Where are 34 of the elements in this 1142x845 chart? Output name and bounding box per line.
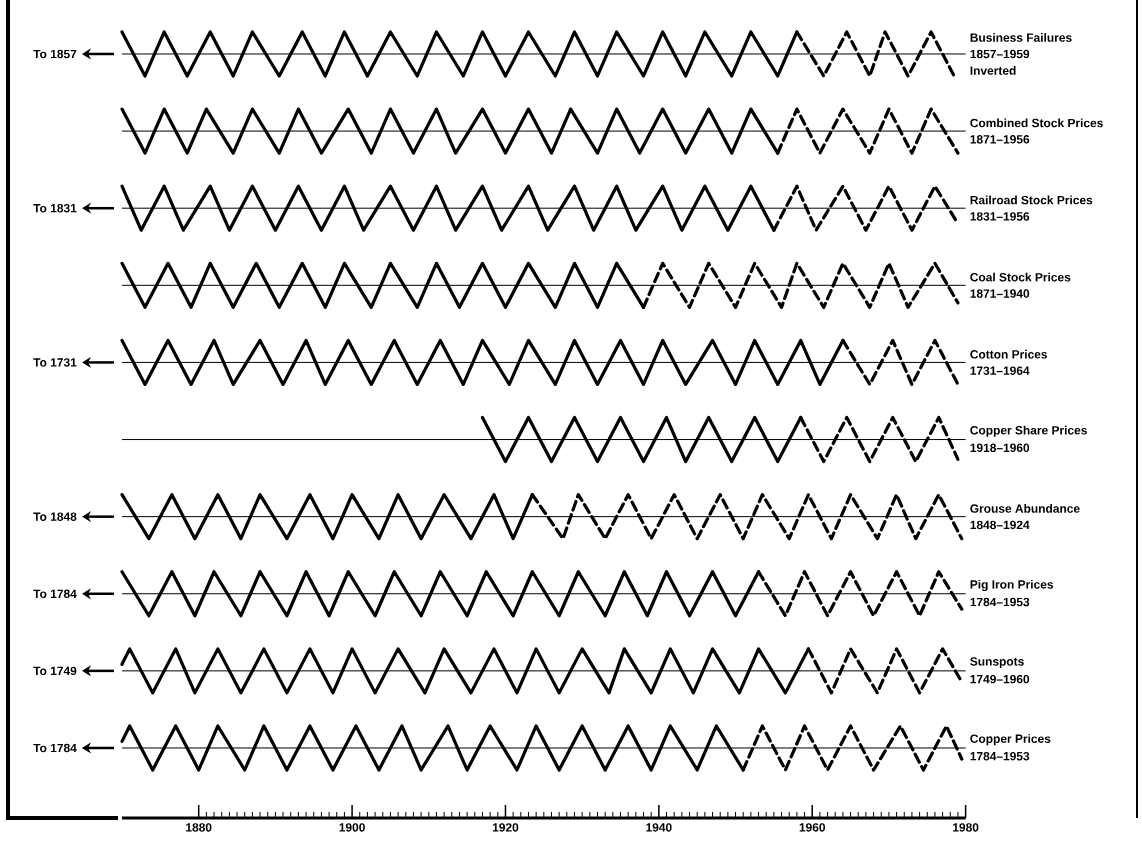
text: Copper Prices [970,734,1051,746]
y-axis-title: To 1784 [33,589,77,598]
text: 1871–1940 [970,289,1030,298]
text: 1831–1956 [970,212,1030,221]
text: 1784–1953 [970,752,1030,761]
y-axis-title: To 1848 [33,512,77,521]
x-tick-label: 1940 [646,823,672,832]
y-axis-title: To 1857 [33,49,77,59]
text: 1848–1924 [970,520,1030,530]
text: 1784–1953 [970,597,1030,607]
y-axis-title: To 1831 [33,203,77,213]
text: Railroad Stock Prices [970,195,1093,205]
text: 1918–1960 [970,443,1030,453]
text: Sunspots [970,657,1024,669]
x-tick-label: 1900 [339,823,365,832]
text: Inverted [970,66,1016,75]
y-axis-title: To 1784 [33,743,77,753]
text: 1871–1956 [970,135,1030,144]
text: Copper Share Prices [970,425,1087,437]
x-tick-label: 1960 [799,823,826,832]
x-tick-label: 1980 [953,823,979,832]
text: Combined Stock Prices [970,118,1103,128]
x-tick-label: 1920 [492,823,519,832]
text: Pig Iron Prices [970,579,1054,592]
x-tick-label: 1880 [186,823,212,832]
text: Grouse Abundance [970,504,1080,513]
text: 1731–1964 [970,366,1030,375]
y-axis-title: To 1749 [33,666,77,676]
y-axis-title: To 1731 [33,358,77,367]
text: 1857–1959 [970,49,1030,59]
text: Cotton Prices [970,349,1048,359]
text: Coal Stock Prices [970,272,1071,282]
text: 1749–1960 [970,674,1030,684]
text: Business Failures [970,33,1072,42]
